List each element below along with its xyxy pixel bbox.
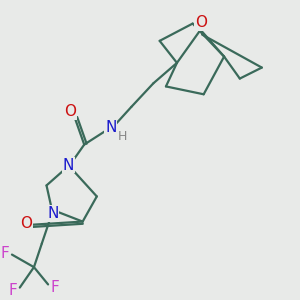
Text: O: O [64,104,76,119]
Text: F: F [8,283,17,298]
Text: N: N [105,120,117,135]
Text: F: F [1,245,9,260]
Text: O: O [20,216,32,231]
Text: O: O [195,15,207,30]
Text: N: N [47,206,58,221]
Text: N: N [63,158,74,172]
Text: H: H [118,130,128,142]
Text: F: F [51,280,59,295]
